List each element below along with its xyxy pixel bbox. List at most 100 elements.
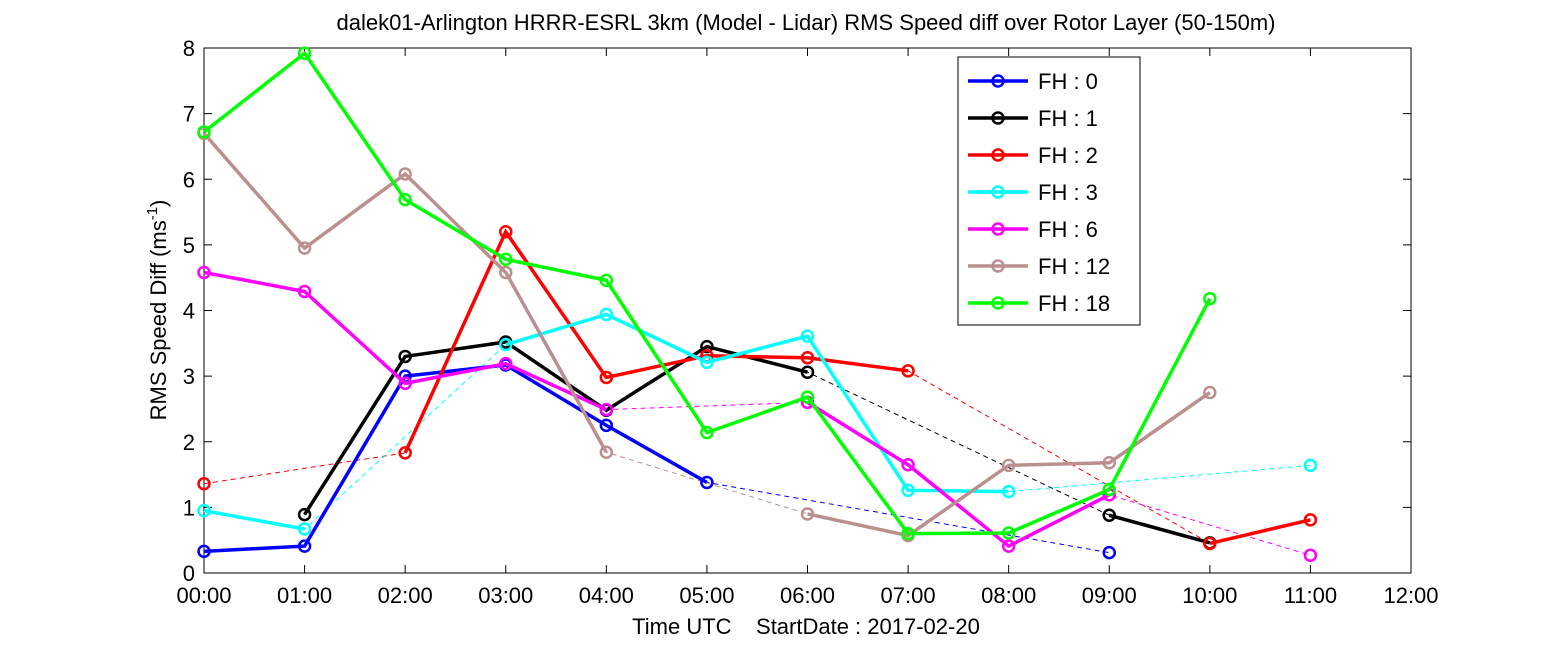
x-tick-label: 05:00: [679, 583, 734, 608]
series-line: [303, 340, 808, 516]
data-point: [599, 370, 614, 385]
data-point: [398, 349, 412, 364]
legend-label: FH : 18: [1038, 291, 1110, 316]
plot-area: [203, 47, 1412, 574]
data-point: [297, 539, 312, 553]
legend-label: FH : 6: [1038, 217, 1098, 242]
legend-marker: [991, 74, 1005, 88]
series-line: [203, 508, 305, 531]
data-point: [499, 225, 513, 239]
series-line: [505, 312, 1009, 494]
legend-label: FH : 12: [1038, 254, 1110, 279]
data-point: [1102, 545, 1116, 560]
data-point: [1303, 458, 1318, 473]
series-line: [807, 391, 1211, 538]
y-tick-label: 1: [183, 495, 195, 520]
legend-marker: [991, 111, 1005, 125]
data-point: [499, 356, 513, 371]
data-point: [197, 503, 211, 518]
data-point: [398, 446, 412, 460]
series-line: [202, 50, 1212, 536]
data-point: [800, 507, 815, 521]
data-point: [1203, 385, 1217, 400]
series-line: [203, 270, 608, 412]
x-tick-label: 09:00: [1082, 583, 1137, 608]
y-tick-label: 2: [183, 430, 195, 455]
x-tick-label: 04:00: [579, 583, 634, 608]
data-point: [499, 252, 513, 267]
y-tick-label: 6: [183, 167, 195, 192]
data-point: [1303, 548, 1318, 563]
series-6: [197, 46, 1217, 541]
x-tick-label: 02:00: [378, 583, 433, 608]
series-line: [1108, 513, 1211, 545]
legend-marker: [991, 222, 1005, 236]
y-tick-label: 4: [183, 299, 195, 324]
data-point: [297, 46, 312, 60]
x-tick-label: 08:00: [981, 583, 1036, 608]
y-tick-label: 0: [183, 561, 195, 586]
data-point: [398, 376, 412, 391]
data-point: [700, 425, 714, 440]
data-point: [1102, 508, 1116, 522]
x-axis: 00:00 01:00 02:00 03:00 04:00 05:00 06:00 07:00…: [176, 48, 1439, 608]
legend: FH : 0 FH : 1 FH : 2 FH : 3 FH : 6 FH : 12 FH …: [957, 56, 1141, 326]
x-tick-label: 06:00: [780, 583, 835, 608]
data-point: [297, 241, 312, 255]
data-point: [197, 477, 211, 491]
series-line: [202, 132, 608, 454]
data-point: [1001, 484, 1016, 499]
series-lines: [197, 46, 1318, 563]
data-point: [901, 483, 915, 498]
x-tick-label: 00:00: [176, 583, 231, 608]
y-tick-label: 5: [183, 233, 195, 258]
chart-title: dalek01-Arlington HRRR-ESRL 3km (Model -…: [336, 10, 1275, 35]
y-axis: 0 1 2 3 4 5 6 7 8: [183, 36, 1411, 586]
x-tick-label: 12:00: [1383, 583, 1438, 608]
legend-label: FH : 0: [1038, 69, 1098, 94]
series-0: [197, 358, 1116, 560]
data-point: [599, 273, 614, 288]
data-point: [1102, 482, 1116, 497]
x-tick-label: 07:00: [881, 583, 936, 608]
x-tick-label: 11:00: [1284, 583, 1337, 608]
y-tick-label: 3: [183, 364, 195, 389]
data-point: [297, 522, 312, 536]
data-point: [800, 390, 815, 404]
legend-label: FH : 1: [1038, 106, 1098, 131]
data-point: [700, 475, 714, 490]
series-4: [197, 265, 1318, 563]
series-3: [197, 307, 1318, 536]
series-line: [203, 363, 708, 554]
data-point: [901, 457, 915, 472]
data-point: [599, 445, 614, 459]
data-point: [297, 284, 312, 299]
series-line: [806, 400, 1111, 549]
data-point: [800, 365, 815, 379]
x-axis-label: Time UTC StartDate : 2017-02-20: [632, 614, 980, 639]
data-point: [297, 507, 312, 522]
data-point: [700, 339, 714, 354]
data-point: [398, 192, 412, 207]
legend-marker: [991, 148, 1005, 162]
y-tick-label: 8: [183, 36, 195, 61]
data-point: [499, 265, 513, 280]
data-point: [197, 265, 211, 280]
data-point: [1203, 291, 1217, 306]
data-point: [398, 167, 412, 181]
data-point: [1001, 539, 1016, 553]
data-point: [197, 125, 211, 139]
data-point: [599, 402, 614, 417]
x-tick-label: 03:00: [478, 583, 533, 608]
data-point: [901, 526, 915, 541]
legend-label: FH : 2: [1038, 143, 1098, 168]
data-point: [901, 364, 915, 378]
data-point: [700, 355, 714, 370]
data-point: [499, 337, 513, 352]
data-point: [1102, 456, 1116, 470]
data-point: [1303, 513, 1318, 527]
data-point: [800, 351, 815, 365]
x-tick-label: 10:00: [1182, 583, 1237, 608]
data-point: [599, 307, 614, 322]
y-tick-label: 7: [183, 102, 195, 127]
